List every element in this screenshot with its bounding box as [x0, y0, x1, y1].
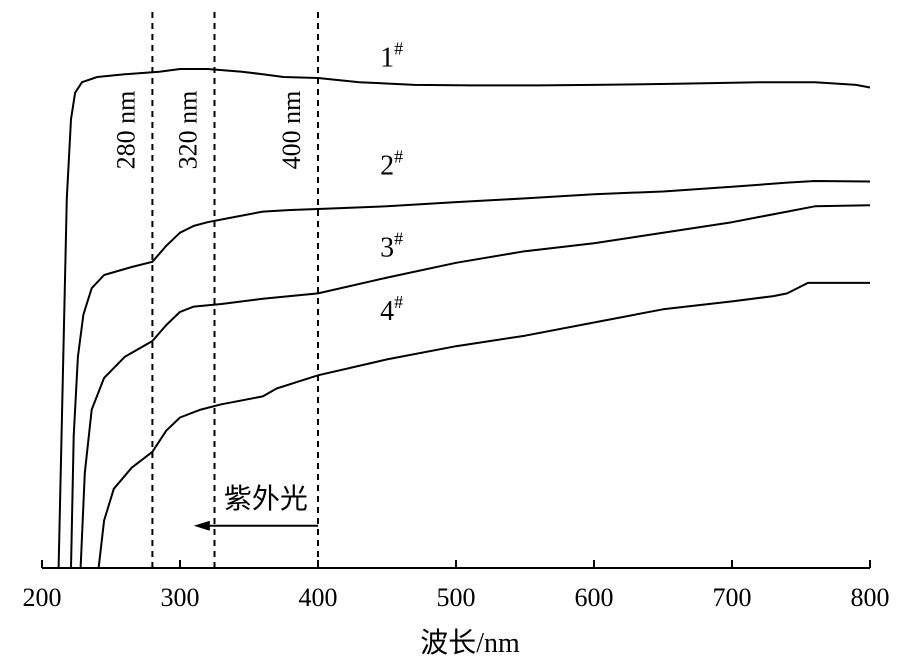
- series-line-3: [79, 204, 871, 569]
- series-label-sup: #: [394, 228, 403, 248]
- uv-arrow-annotation: 紫外光: [193, 483, 318, 531]
- series-label-4: 4#: [380, 292, 403, 327]
- series-lines: [57, 68, 871, 569]
- x-axis-label: 波长/nm: [420, 627, 520, 659]
- arrow-label: 紫外光: [224, 483, 308, 515]
- reference-line-label: 320 nm: [174, 91, 203, 170]
- series-labels: 1#2#3#4#: [380, 38, 403, 326]
- x-tick-label: 600: [575, 583, 614, 612]
- series-line-2: [70, 180, 871, 569]
- x-tick-label: 800: [851, 583, 890, 612]
- series-label-main: 1: [380, 42, 394, 73]
- reference-lines: 280 nm 320 nm 400 nm: [111, 12, 319, 568]
- x-tick-label: 200: [23, 583, 62, 612]
- series-label-main: 2: [380, 151, 394, 182]
- x-axis: 200 300 400 500 600 700 800: [23, 560, 890, 612]
- series-label-3: 3#: [380, 228, 403, 263]
- series-label-sup: #: [394, 147, 403, 167]
- x-tick-label: 500: [437, 583, 476, 612]
- series-label-main: 3: [380, 232, 394, 263]
- x-tick-label: 700: [713, 583, 752, 612]
- x-tick-label: 300: [161, 583, 200, 612]
- x-tick-label: 400: [299, 583, 338, 612]
- series-label-1: 1#: [380, 38, 403, 73]
- series-label-main: 4: [380, 296, 394, 327]
- series-label-2: 2#: [380, 147, 403, 182]
- series-label-sup: #: [394, 38, 403, 58]
- series-line-1: [57, 68, 871, 569]
- series-label-sup: #: [394, 292, 403, 312]
- reference-line-label: 280 nm: [111, 91, 140, 170]
- series-line-4: [97, 281, 870, 569]
- reference-line-label: 400 nm: [277, 91, 306, 170]
- arrow-head: [193, 520, 210, 531]
